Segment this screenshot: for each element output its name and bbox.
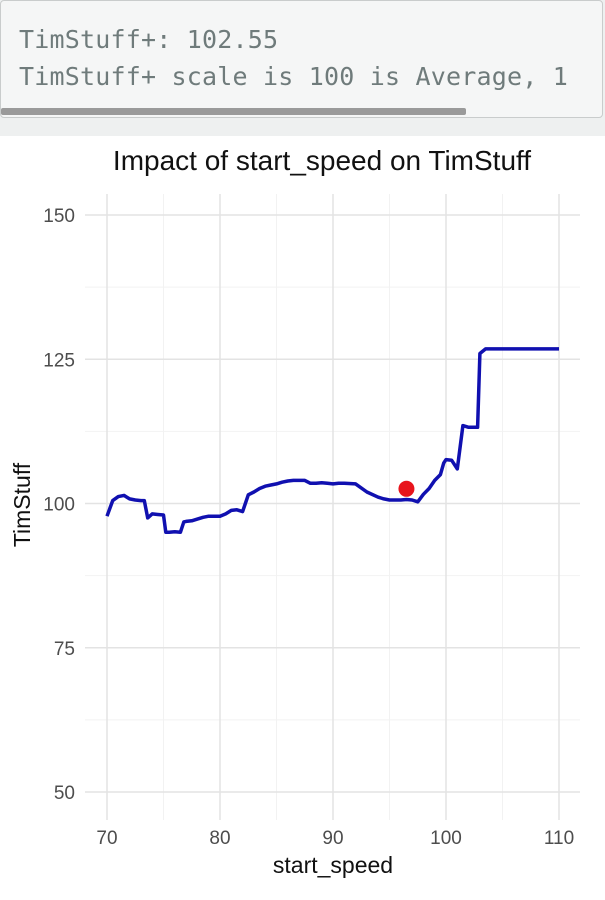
scrollbar-thumb[interactable] xyxy=(1,108,466,115)
chart-title: Impact of start_speed on TimStuff xyxy=(113,145,531,176)
x-tick-label: 110 xyxy=(544,828,574,849)
highlight-point xyxy=(398,480,415,497)
y-tick-label: 75 xyxy=(54,639,75,660)
y-tick-label: 150 xyxy=(43,206,75,227)
y-tick-labels: 50 75 100 125 150 xyxy=(43,206,75,804)
y-axis-title: TimStuff xyxy=(9,462,35,547)
major-gridlines xyxy=(85,194,580,820)
horizontal-scrollbar[interactable] xyxy=(1,108,602,117)
console-output: TimStuff+: 102.55 TimStuff+ scale is 100… xyxy=(0,0,603,118)
x-tick-labels: 70 80 90 100 110 xyxy=(96,828,574,849)
console-line-scale: TimStuff+ scale is 100 is Average, 1 xyxy=(19,62,569,91)
y-tick-label: 125 xyxy=(43,350,75,371)
x-axis-title: start_speed xyxy=(273,852,393,878)
plot-panel: 50 75 100 125 150 70 80 90 100 110 Impact of sta… xyxy=(0,136,605,900)
x-tick-label: 70 xyxy=(96,828,117,849)
y-tick-label: 100 xyxy=(43,495,75,516)
x-tick-label: 80 xyxy=(209,828,230,849)
console-line-score: TimStuff+: 102.55 xyxy=(19,25,279,54)
y-tick-label: 50 xyxy=(54,783,75,804)
x-tick-label: 100 xyxy=(430,828,462,849)
x-tick-label: 90 xyxy=(322,828,343,849)
line-chart: 50 75 100 125 150 70 80 90 100 110 Impact of sta… xyxy=(9,145,580,878)
series-line xyxy=(105,347,559,535)
